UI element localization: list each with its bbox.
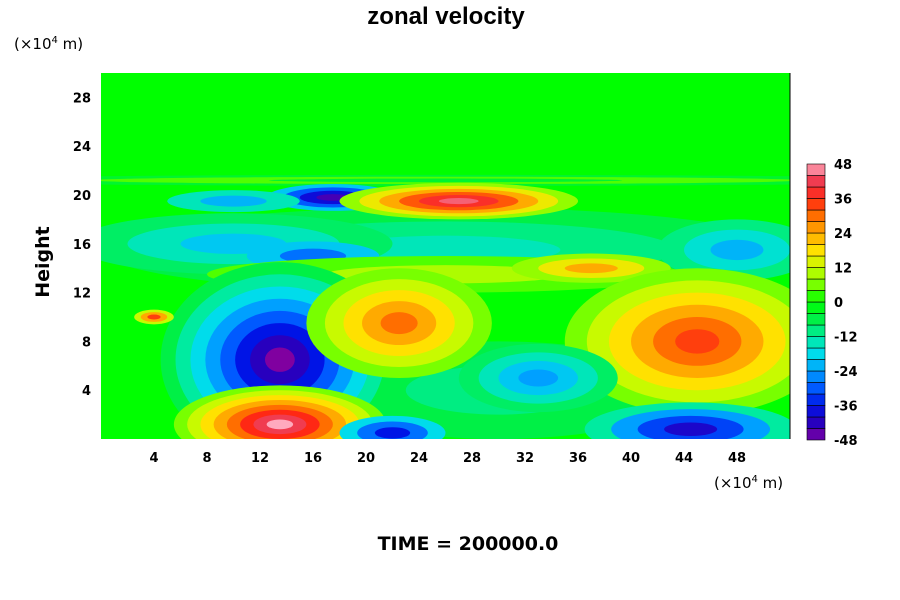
y-tick-label: 24 [73, 140, 91, 155]
x-unit-suffix: m) [758, 474, 783, 492]
colorbar-segment [806, 163, 826, 176]
westward-jet-level [264, 347, 295, 372]
westward-surface-right [584, 402, 790, 439]
plot-area [101, 73, 790, 439]
colorbar-segment [806, 186, 826, 199]
eastward-surface-core [173, 385, 386, 439]
x-tick-label: 44 [675, 451, 693, 466]
westward-mid-right [458, 343, 618, 413]
colorbar-tick-label: -12 [834, 331, 858, 346]
westward-mid-right-level [518, 369, 559, 387]
y-tick-label: 12 [73, 287, 91, 302]
colorbar-tick-label: -36 [834, 400, 858, 415]
cyan-right-upper [657, 219, 790, 281]
y-tick-label: 8 [82, 335, 91, 350]
yellow-right [511, 253, 671, 283]
colorbar-segment [806, 393, 826, 406]
x-unit-label: (×104 m) [714, 474, 783, 492]
colorbar-segment [806, 313, 826, 326]
colorbar-tick-label: -24 [834, 365, 858, 380]
x-unit-prefix: (×10 [714, 474, 752, 492]
x-tick-label: 48 [728, 451, 746, 466]
time-label: TIME = 200000.0 [378, 533, 559, 555]
colorbar-segment [806, 382, 826, 395]
y-tick-label: 16 [73, 238, 91, 253]
colorbar-segment [806, 336, 826, 349]
colorbar-segment [806, 290, 826, 303]
colorbar-segment [806, 267, 826, 280]
x-tick-label: 24 [410, 451, 428, 466]
x-unit-exp: 4 [752, 474, 758, 485]
colorbar-segment [806, 244, 826, 257]
eastward-small-left-level [147, 314, 161, 320]
colorbar-segment [806, 175, 826, 188]
colorbar-tick-label: -48 [834, 434, 858, 449]
y-unit-suffix: m) [58, 35, 83, 53]
x-tick-label: 16 [304, 451, 322, 466]
x-tick-label: 4 [149, 451, 158, 466]
x-tick-labels: 4 8 12 16 20 24 28 32 36 40 44 48 [149, 451, 746, 466]
eastward-mid [306, 268, 492, 378]
colorbar-segment [806, 232, 826, 245]
colorbar-segment [806, 324, 826, 337]
colorbar-segment [806, 359, 826, 372]
y-axis-title: Height [32, 226, 54, 298]
y-unit-exp: 4 [52, 35, 58, 46]
band-21-level [268, 178, 623, 183]
band-21 [101, 174, 790, 186]
westward-surface-right-level [664, 422, 718, 436]
westward-tropopause-left-level [200, 195, 267, 207]
eastward-tropopause-level [438, 198, 479, 205]
cyan-right-upper-level [710, 239, 764, 261]
colorbar [806, 163, 826, 441]
x-tick-label: 20 [357, 451, 375, 466]
y-unit-label: (×104 m) [14, 35, 83, 53]
eastward-mid-level [380, 312, 418, 335]
y-tick-label: 20 [73, 189, 91, 204]
colorbar-segment [806, 278, 826, 291]
colorbar-segment [806, 301, 826, 314]
colorbar-segment [806, 347, 826, 360]
x-tick-label: 8 [202, 451, 211, 466]
chart-title: zonal velocity [367, 3, 525, 30]
colorbar-segment [806, 428, 826, 441]
y-tick-label: 4 [82, 384, 91, 399]
colorbar-tick-labels: 48 36 24 12 0 -12 -24 -36 -48 [834, 158, 858, 449]
x-tick-label: 40 [622, 451, 640, 466]
eastward-right-level [675, 329, 720, 354]
colorbar-tick-label: 48 [834, 158, 852, 173]
y-tick-labels: 4 8 12 16 20 24 28 [73, 91, 91, 399]
westward-surface-mid [339, 415, 446, 439]
colorbar-tick-label: 36 [834, 193, 852, 208]
colorbar-segment [806, 370, 826, 383]
colorbar-segment [806, 255, 826, 268]
westward-surface-mid-level [374, 427, 411, 439]
colorbar-tick-label: 12 [834, 262, 852, 277]
y-unit-prefix: (×10 [14, 35, 52, 53]
yellow-right-level [564, 263, 618, 274]
x-tick-label: 12 [251, 451, 269, 466]
colorbar-segment [806, 198, 826, 211]
colorbar-segment [806, 209, 826, 222]
colorbar-segment [806, 416, 826, 429]
y-tick-label: 28 [73, 91, 91, 106]
westward-tropopause-left [167, 190, 300, 213]
eastward-small-left [134, 309, 174, 325]
colorbar-segment [806, 221, 826, 234]
x-tick-label: 36 [569, 451, 587, 466]
eastward-surface-core-level [266, 419, 294, 430]
eastward-tropopause [339, 182, 578, 220]
colorbar-segment [806, 405, 826, 418]
x-tick-label: 28 [463, 451, 481, 466]
eastward-right [564, 268, 790, 415]
x-tick-label: 32 [516, 451, 534, 466]
colorbar-tick-label: 24 [834, 227, 852, 242]
colorbar-tick-label: 0 [834, 296, 843, 311]
